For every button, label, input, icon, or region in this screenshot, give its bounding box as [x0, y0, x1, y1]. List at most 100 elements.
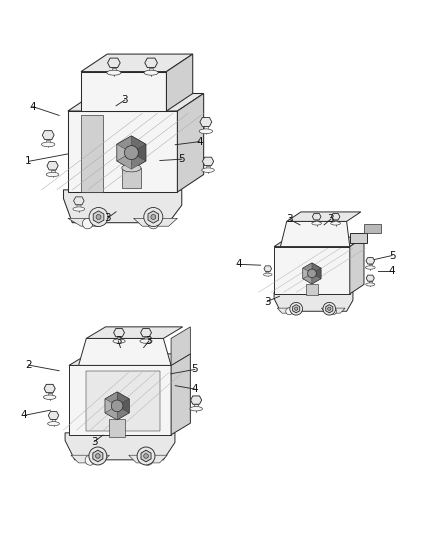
Polygon shape [93, 450, 103, 462]
Ellipse shape [365, 266, 375, 269]
Polygon shape [177, 93, 204, 192]
Polygon shape [334, 220, 337, 222]
Polygon shape [81, 115, 103, 192]
Circle shape [89, 447, 107, 465]
Circle shape [144, 454, 148, 458]
Polygon shape [369, 281, 372, 284]
Polygon shape [280, 221, 350, 247]
Polygon shape [277, 308, 301, 313]
Text: 3: 3 [121, 95, 128, 105]
Polygon shape [293, 305, 300, 313]
Polygon shape [105, 392, 129, 420]
Circle shape [148, 219, 159, 229]
Polygon shape [131, 136, 146, 152]
Polygon shape [51, 170, 54, 173]
Polygon shape [303, 263, 312, 273]
Circle shape [294, 307, 298, 310]
Polygon shape [117, 144, 131, 161]
Polygon shape [86, 327, 183, 338]
Circle shape [96, 215, 101, 220]
Polygon shape [364, 224, 381, 233]
Polygon shape [366, 257, 374, 264]
Polygon shape [77, 205, 81, 208]
Polygon shape [78, 338, 171, 366]
Polygon shape [171, 354, 191, 435]
Ellipse shape [42, 142, 55, 147]
Polygon shape [117, 406, 129, 420]
Polygon shape [112, 68, 116, 71]
Text: 4: 4 [191, 384, 198, 394]
Polygon shape [74, 197, 84, 205]
Polygon shape [303, 273, 312, 284]
Polygon shape [52, 419, 55, 422]
Text: 3: 3 [145, 336, 152, 346]
Polygon shape [68, 111, 177, 192]
Ellipse shape [366, 283, 375, 286]
Circle shape [85, 455, 95, 465]
Text: 3: 3 [91, 437, 98, 447]
Polygon shape [200, 117, 212, 126]
Polygon shape [131, 152, 146, 169]
Ellipse shape [264, 273, 272, 276]
Text: 3: 3 [264, 296, 271, 306]
Ellipse shape [331, 222, 340, 225]
Polygon shape [86, 371, 159, 431]
Polygon shape [287, 212, 361, 221]
Polygon shape [117, 392, 129, 406]
Polygon shape [117, 152, 131, 169]
Polygon shape [46, 140, 50, 143]
Polygon shape [312, 268, 321, 279]
Polygon shape [331, 213, 340, 220]
Circle shape [82, 219, 93, 229]
Polygon shape [47, 161, 58, 170]
Circle shape [137, 447, 155, 465]
Polygon shape [108, 58, 120, 68]
Text: 5: 5 [191, 365, 198, 374]
Polygon shape [81, 54, 193, 71]
Polygon shape [166, 54, 193, 111]
Circle shape [143, 455, 153, 465]
Polygon shape [350, 233, 367, 243]
Circle shape [330, 308, 336, 314]
Polygon shape [109, 419, 125, 438]
Text: 5: 5 [389, 251, 396, 261]
Polygon shape [69, 366, 171, 435]
Polygon shape [105, 392, 117, 406]
Text: 3: 3 [327, 214, 334, 224]
Polygon shape [204, 126, 208, 130]
Polygon shape [44, 384, 55, 393]
Polygon shape [312, 263, 321, 273]
Polygon shape [65, 433, 175, 460]
Polygon shape [48, 411, 59, 419]
Polygon shape [266, 271, 269, 273]
Polygon shape [71, 455, 110, 463]
Polygon shape [306, 284, 318, 295]
Circle shape [328, 307, 331, 310]
Circle shape [323, 302, 336, 315]
Polygon shape [312, 273, 321, 284]
Polygon shape [105, 399, 117, 413]
Polygon shape [264, 266, 272, 271]
Polygon shape [274, 292, 353, 311]
Polygon shape [191, 396, 201, 404]
Polygon shape [206, 166, 210, 169]
Text: 3: 3 [286, 214, 293, 224]
Text: 4: 4 [196, 136, 203, 147]
Circle shape [144, 207, 163, 227]
Text: 4: 4 [29, 102, 36, 111]
Polygon shape [81, 71, 166, 111]
Polygon shape [369, 264, 372, 266]
Polygon shape [48, 393, 52, 396]
Text: 2: 2 [25, 360, 32, 370]
Polygon shape [144, 337, 148, 340]
Polygon shape [117, 136, 146, 169]
Polygon shape [105, 406, 117, 420]
Polygon shape [93, 211, 104, 223]
Ellipse shape [48, 422, 60, 426]
Polygon shape [134, 219, 177, 226]
Text: 4: 4 [389, 266, 396, 276]
Polygon shape [129, 455, 167, 463]
Circle shape [307, 269, 316, 278]
Polygon shape [303, 268, 312, 279]
Ellipse shape [190, 407, 202, 411]
